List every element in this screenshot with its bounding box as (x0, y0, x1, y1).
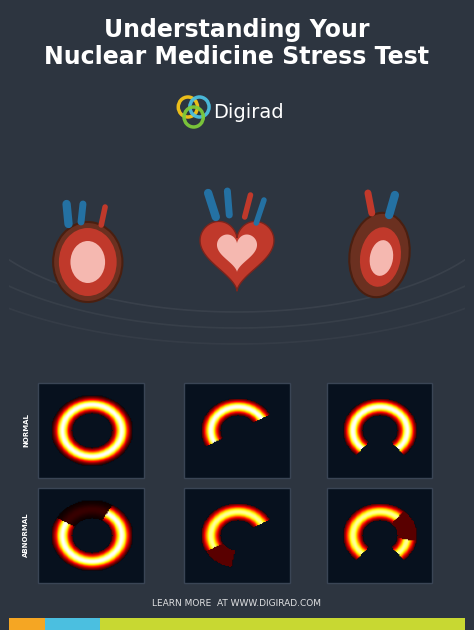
Ellipse shape (71, 241, 105, 283)
Text: Nuclear Medicine Stress Test: Nuclear Medicine Stress Test (45, 45, 429, 69)
Text: SHORT AXIS: SHORT AXIS (65, 394, 117, 403)
Bar (9, 618, 46, 630)
Ellipse shape (59, 228, 117, 296)
FancyBboxPatch shape (184, 488, 290, 583)
Ellipse shape (53, 222, 122, 302)
Ellipse shape (360, 227, 401, 287)
FancyBboxPatch shape (38, 383, 144, 478)
FancyBboxPatch shape (327, 488, 432, 583)
Text: Digirad: Digirad (213, 103, 283, 122)
Bar (100, 618, 465, 630)
Ellipse shape (370, 240, 393, 276)
FancyBboxPatch shape (327, 383, 432, 478)
Text: Understanding Your: Understanding Your (104, 18, 370, 42)
Text: LEARN MORE  AT WWW.DIGIRAD.COM: LEARN MORE AT WWW.DIGIRAD.COM (153, 598, 321, 607)
FancyBboxPatch shape (38, 488, 144, 583)
FancyBboxPatch shape (184, 383, 290, 478)
Bar (46, 618, 100, 630)
Ellipse shape (349, 213, 410, 297)
Polygon shape (200, 221, 274, 291)
Text: NORMAL: NORMAL (23, 413, 29, 447)
Text: ABNORMAL: ABNORMAL (23, 513, 29, 558)
Text: HORIZONTAL LONG AXIS: HORIZONTAL LONG AXIS (184, 394, 290, 403)
Polygon shape (217, 234, 257, 272)
Text: VERTICAL LONG AXIS: VERTICAL LONG AXIS (334, 394, 425, 403)
